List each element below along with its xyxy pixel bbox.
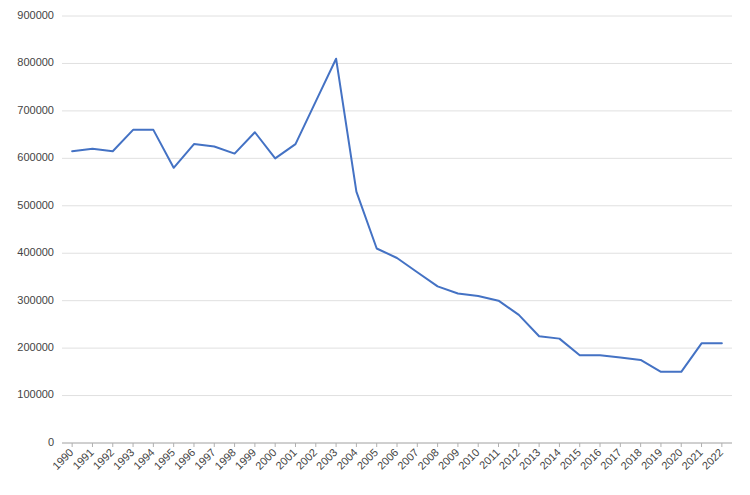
grid-line (62, 348, 732, 349)
x-tick-label: 2001 (273, 446, 299, 472)
x-tick (437, 443, 438, 447)
x-tick (295, 443, 296, 447)
x-tick (640, 443, 641, 447)
grid-line (62, 395, 732, 396)
x-tick-label: 2011 (477, 446, 502, 471)
x-tick (92, 443, 93, 447)
x-tick-label: 2002 (293, 446, 319, 472)
y-tick-label: 0 (48, 436, 54, 448)
y-tick-label: 900000 (17, 9, 54, 21)
x-tick-label: 1999 (233, 446, 259, 472)
x-tick (72, 443, 73, 447)
x-tick (214, 443, 215, 447)
x-tick (254, 443, 255, 447)
x-tick (681, 443, 682, 447)
line (72, 59, 722, 372)
x-tick-label: 2007 (395, 446, 421, 472)
x-tick-label: 1990 (50, 446, 76, 472)
x-tick-label: 2021 (679, 446, 705, 472)
grid-line (62, 158, 732, 159)
x-tick-label: 2019 (639, 446, 665, 472)
x-tick (173, 443, 174, 447)
grid-line (62, 205, 732, 206)
x-tick (193, 443, 194, 447)
grid-line (62, 63, 732, 64)
y-tick-label: 500000 (17, 199, 54, 211)
plot-area (72, 59, 722, 372)
x-tick (478, 443, 479, 447)
grid-line (62, 253, 732, 254)
x-tick-label: 2022 (700, 446, 726, 472)
x-tick-label: 1992 (90, 446, 116, 472)
x-tick-label: 1994 (131, 446, 157, 472)
x-tick-label: 2006 (375, 446, 401, 472)
y-grid (62, 16, 732, 443)
y-tick-label: 400000 (17, 246, 54, 258)
x-tick-label: 1996 (172, 446, 198, 472)
x-tick-label: 1993 (111, 446, 137, 472)
x-tick (498, 443, 499, 447)
x-tick-label: 1997 (192, 446, 218, 472)
x-tick-label: 1995 (151, 446, 177, 472)
x-tick-labels: 1990199119921993199419951996199719981999… (50, 443, 725, 472)
x-tick-label: 1998 (212, 446, 238, 472)
y-tick-label: 600000 (17, 151, 54, 163)
y-tick-labels: 0 100000 200000 300000 400000 500000 600000 700… (17, 9, 54, 448)
y-tick-label: 800000 (17, 56, 54, 68)
x-tick (234, 443, 235, 447)
x-tick (133, 443, 134, 447)
x-tick (620, 443, 621, 447)
x-tick (356, 443, 357, 447)
x-tick (336, 443, 337, 447)
x-tick-label: 2009 (436, 446, 462, 472)
grid-line (62, 110, 732, 111)
x-tick-label: 2008 (415, 446, 441, 472)
grid-line (62, 16, 732, 17)
x-tick-label: 2004 (334, 446, 360, 472)
x-tick-label: 2003 (314, 446, 340, 472)
x-tick (559, 443, 560, 447)
x-tick-label: 2017 (598, 446, 624, 472)
x-tick (600, 443, 601, 447)
y-tick-label: 100000 (17, 388, 54, 400)
x-tick-label: 2012 (496, 446, 522, 472)
x-tick-label: 2005 (354, 446, 380, 472)
x-tick (579, 443, 580, 447)
y-tick-label: 700000 (17, 104, 54, 116)
x-tick (275, 443, 276, 447)
x-tick-label: 2000 (253, 446, 279, 472)
x-tick-label: 2018 (618, 446, 644, 472)
x-tick (660, 443, 661, 447)
y-tick-label: 200000 (17, 341, 54, 353)
x-tick (518, 443, 519, 447)
chart: 0 100000 200000 300000 400000 500000 600000 700… (0, 0, 750, 495)
x-tick-label: 2015 (557, 446, 583, 472)
x-tick (315, 443, 316, 447)
x-tick-label: 2014 (537, 446, 563, 472)
x-tick (397, 443, 398, 447)
x-tick (153, 443, 154, 447)
x-tick (701, 443, 702, 447)
x-tick (539, 443, 540, 447)
x-tick-label: 2010 (456, 446, 482, 472)
grid-line (62, 300, 732, 301)
x-tick-label: 2016 (578, 446, 604, 472)
x-tick (417, 443, 418, 447)
x-tick (376, 443, 377, 447)
x-tick-label: 2013 (517, 446, 543, 472)
x-tick-label: 2020 (659, 446, 685, 472)
y-tick-label: 300000 (17, 294, 54, 306)
x-tick (457, 443, 458, 447)
x-tick-label: 1991 (70, 446, 96, 472)
x-tick (721, 443, 722, 447)
x-tick (112, 443, 113, 447)
